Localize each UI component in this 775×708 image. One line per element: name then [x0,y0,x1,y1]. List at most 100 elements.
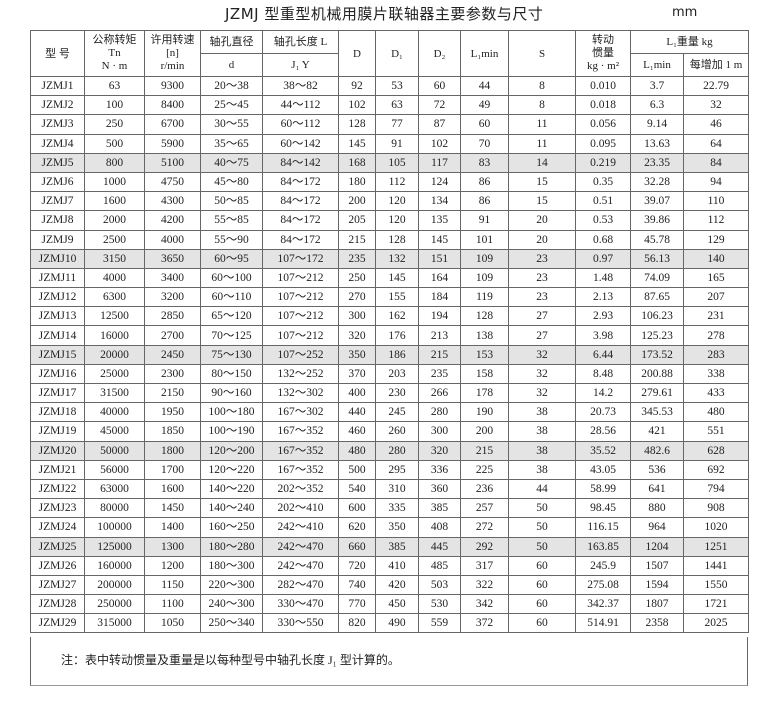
table-cell: 250000 [84,594,145,615]
table-cell: 272 [460,517,509,538]
table-cell: 125000 [84,536,145,557]
table-row: JZMJ16 25000 2300 80～150 132～252 370 203 235 158… [30,363,749,385]
table-cell: 440 [338,402,376,423]
table-cell: 345.53 [630,402,684,423]
table-cell: 23 [508,248,576,269]
table-cell: 84～172 [262,171,339,193]
table-cell: 1800 [144,440,201,461]
table-cell: 145 [418,229,461,250]
table-cell: 283 [683,344,749,365]
table-cell: 330～470 [262,594,339,615]
table-cell: 964 [630,517,684,538]
table-cell: 1200 [144,555,201,576]
table-row: JZMJ17 31500 2150 90～160 132～302 400 230 266 178… [30,382,749,404]
table-cell: 300 [418,421,461,442]
table-cell: 50～85 [200,191,263,212]
table-cell: 109 [460,267,509,289]
table-cell: 12500 [84,306,145,327]
table-cell: 6300 [84,287,145,308]
table-cell: JZMJ1 [30,75,85,97]
table-cell: 4750 [144,171,201,193]
table-cell: 370 [338,363,376,385]
table-cell: 145 [338,133,376,154]
table-cell: JZMJ2 [30,95,85,116]
table-cell: 140～220 [200,478,263,500]
table-cell: 119 [460,287,509,308]
table-cell: 25～45 [200,95,263,116]
table-cell: 1150 [144,574,201,596]
table-cell: 740 [338,574,376,596]
table-cell: JZMJ19 [30,421,85,442]
table-cell: 50000 [84,440,145,461]
table-cell: 58.99 [575,478,631,500]
table-cell: 1507 [630,555,684,576]
table-cell: 372 [460,613,509,634]
table-cell: 15 [508,171,576,193]
table-cell: 242～470 [262,536,339,557]
table-cell: JZMJ4 [30,133,85,154]
table-cell: 140～240 [200,498,263,519]
table-cell: 231 [683,306,749,327]
table-cell: 220～300 [200,574,263,596]
table-cell: 200000 [84,574,145,596]
table-cell: 320 [338,325,376,346]
table-cell: JZMJ3 [30,114,85,135]
table-cell: 32.28 [630,171,684,193]
table-cell: 20 [508,210,576,231]
header-cell: 公称转矩 Tn N · m [84,30,145,77]
table-cell: JZMJ28 [30,594,85,615]
table-cell: 53 [375,75,419,97]
table-row: JZMJ22 63000 1600 140～220 202～352 540 310 360 23… [30,478,749,500]
table-cell: 8 [508,95,576,116]
table-cell: JZMJ18 [30,402,85,423]
table-cell: 101 [460,229,509,250]
table-row: JZMJ19 45000 1850 100～190 167～352 460 260 300 20… [30,421,749,442]
table-row: JZMJ24 100000 1400 160～250 242～410 620 350 408 2… [30,517,749,538]
table-cell: 190 [460,402,509,423]
table-cell: 1.48 [575,267,631,289]
table-cell: 242～410 [262,517,339,538]
table-cell: 107～252 [262,344,339,365]
table-cell: 60 [508,555,576,576]
table-cell: 908 [683,498,749,519]
table-cell: 1950 [144,402,201,423]
table-cell: 27 [508,325,576,346]
table-cell: 128 [375,229,419,250]
table-cell: 0.53 [575,210,631,231]
table-cell: 107～212 [262,306,339,327]
table-cell: 91 [375,133,419,154]
table-cell: 160000 [84,555,145,576]
table-cell: 2000 [84,210,145,231]
table-row: JZMJ20 50000 1800 120～200 167～352 480 280 320 21… [30,440,749,461]
table-cell: 310 [375,478,419,500]
title: JZMJ 型重型机械用膜片联轴器主要参数与尺寸 [225,5,544,23]
table-cell: 317 [460,555,509,576]
table-row: JZMJ6 1000 4750 45～80 84～172 180 112 124 86 15 0.3… [30,171,749,193]
table-cell: 117 [418,152,461,173]
table-cell: 1251 [683,536,749,557]
table-cell: 176 [375,325,419,346]
table-cell: 4200 [144,210,201,231]
table-cell: 282～470 [262,574,339,596]
table-cell: 28.56 [575,421,631,442]
table-cell: 91 [460,210,509,231]
table-cell: 167～352 [262,421,339,442]
table-cell: 1400 [144,517,201,538]
table-cell: 536 [630,459,684,480]
table-cell: 1550 [683,574,749,596]
table-cell: 540 [338,478,376,500]
table-cell: 60～112 [262,114,339,135]
table-cell: 9300 [144,75,201,97]
table-cell: 20.73 [575,402,631,423]
table-cell: 500 [338,459,376,480]
table-cell: 50 [508,536,576,557]
table-cell: 167～352 [262,459,339,480]
table-cell: 153 [460,344,509,365]
table-cell: 880 [630,498,684,519]
table-cell: 320 [418,440,461,461]
table-cell: 38～82 [262,75,339,97]
table-cell: 98.45 [575,498,631,519]
table-cell: 63 [375,95,419,116]
table-cell: 32 [508,363,576,385]
